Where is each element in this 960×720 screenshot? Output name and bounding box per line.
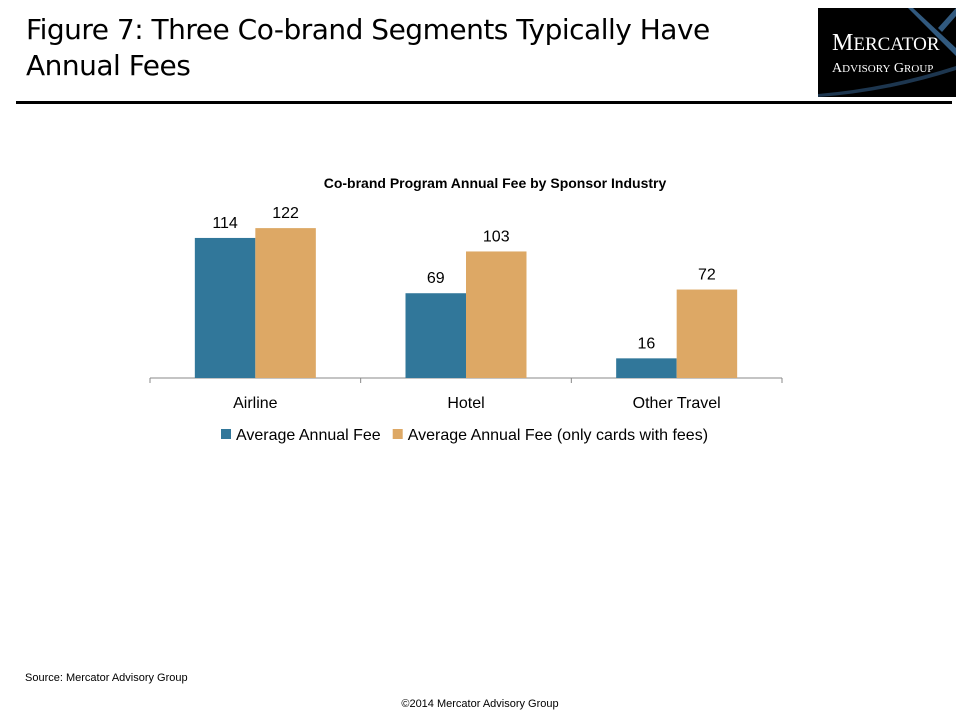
source-note: Source: Mercator Advisory Group xyxy=(25,672,188,684)
bar-average xyxy=(194,237,256,378)
data-label: 103 xyxy=(483,228,510,245)
x-tick-label: Hotel xyxy=(447,395,484,412)
bar-chart: Co-brand Program Annual Fee by Sponsor I… xyxy=(149,175,783,444)
data-label: 16 xyxy=(638,335,656,352)
data-label: 69 xyxy=(427,270,445,287)
legend-swatch xyxy=(221,429,231,439)
x-tick-label: Airline xyxy=(233,395,278,412)
slide-title: Figure 7: Three Co-brand Segments Typica… xyxy=(26,13,710,82)
legend-label: Average Annual Fee xyxy=(236,427,381,444)
bar-fees-only xyxy=(676,289,738,378)
legend-label: Average Annual Fee (only cards with fees… xyxy=(408,427,708,444)
bar-fees-only xyxy=(255,228,316,378)
chart-title: Co-brand Program Annual Fee by Sponsor I… xyxy=(324,175,667,191)
copyright: ©2014 Mercator Advisory Group xyxy=(401,698,559,710)
bar-fees-only xyxy=(466,251,527,378)
legend-swatch xyxy=(392,429,403,439)
data-label: 72 xyxy=(698,267,716,284)
x-tick-label: Other Travel xyxy=(633,395,721,412)
data-label: 122 xyxy=(272,205,299,222)
bar-average xyxy=(405,293,466,378)
title-divider xyxy=(16,101,952,104)
mercator-logo: MERCATOR ADVISORY GROUP xyxy=(818,8,956,97)
bar-average xyxy=(616,358,677,378)
data-label: 114 xyxy=(212,215,238,232)
